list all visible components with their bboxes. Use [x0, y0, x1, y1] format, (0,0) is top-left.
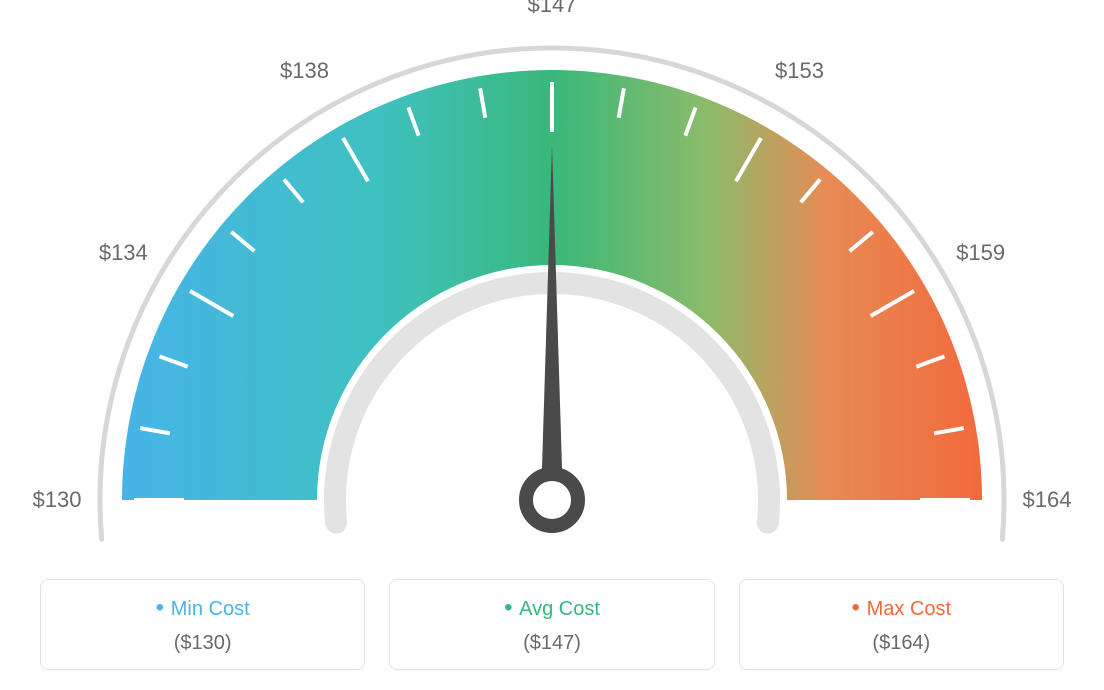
gauge-tick-label: $164: [1023, 487, 1072, 513]
gauge-tick-label: $130: [33, 487, 82, 513]
legend-min: Min Cost ($130): [40, 579, 365, 670]
gauge-tick-label: $134: [99, 240, 148, 266]
cost-gauge-widget: $130 $134 $138 $147 $153 $159 $164 Min Cost ($…: [0, 0, 1104, 690]
legend-row: Min Cost ($130) Avg Cost ($147) Max Cost…: [40, 579, 1064, 670]
legend-min-label: Min Cost: [41, 594, 364, 622]
gauge-tick-label: $153: [775, 58, 824, 84]
gauge-tick-label: $159: [956, 240, 1005, 266]
gauge-tick-label: $147: [528, 0, 577, 18]
legend-avg-value: ($147): [390, 632, 713, 655]
legend-avg-label: Avg Cost: [390, 594, 713, 622]
legend-min-value: ($130): [41, 632, 364, 655]
legend-avg: Avg Cost ($147): [389, 579, 714, 670]
legend-max-value: ($164): [740, 632, 1063, 655]
gauge-tick-label: $138: [280, 58, 329, 84]
legend-max-label: Max Cost: [740, 594, 1063, 622]
legend-max: Max Cost ($164): [739, 579, 1064, 670]
gauge-chart: $130 $134 $138 $147 $153 $159 $164: [0, 0, 1104, 570]
